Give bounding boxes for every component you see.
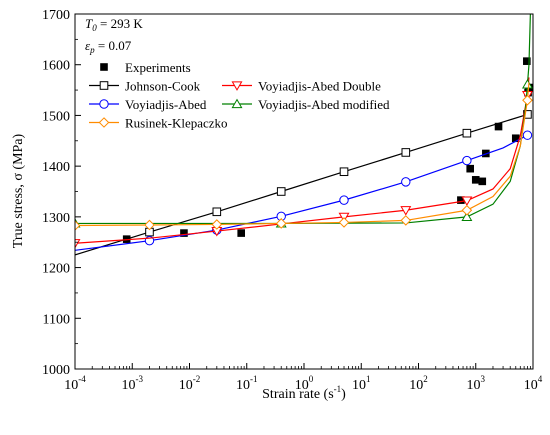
voyiadjis-abed-modified-marker bbox=[521, 78, 533, 89]
experiment-point bbox=[511, 134, 520, 143]
annotation-layer: T0 = 293 K εp = 0.07 bbox=[85, 16, 143, 55]
legend: Experiments Johnson-Cook Voyiadjis-Abed Do… bbox=[89, 60, 390, 131]
legend-label: Voyiadjis-Abed modified bbox=[258, 97, 390, 112]
experiment-point bbox=[471, 176, 480, 184]
johnson-cook-marker bbox=[462, 128, 472, 138]
temperature-annotation: T0 = 293 K bbox=[85, 16, 143, 33]
johnson-cook-marker bbox=[276, 187, 286, 196]
rusinek-klepaczko-marker bbox=[211, 219, 223, 230]
ticks-layer: 10-4 10-3 10-2 10-1 100 101 102 103 104 1000 1100 1… bbox=[42, 8, 543, 393]
y-tick-label: 1700 bbox=[42, 8, 70, 23]
voyiadjis-abed-marker bbox=[401, 177, 411, 187]
johnson-cook-line bbox=[75, 113, 528, 256]
legend-entry-voyiadjis-abed: Voyiadjis-Abed bbox=[89, 97, 207, 112]
x-tick-label: 10-2 bbox=[179, 374, 201, 393]
experiment-point bbox=[237, 229, 246, 237]
voyiadjis-abed-marker bbox=[462, 155, 472, 166]
johnson-cook-marker bbox=[212, 207, 222, 217]
legend-marker bbox=[231, 98, 243, 109]
experiment-point bbox=[457, 196, 465, 204]
voyiadjis-abed-double-marker bbox=[75, 239, 81, 249]
voyiadjis-abed-modified-marker bbox=[461, 211, 473, 221]
rusinek-klepaczko-marker bbox=[338, 217, 350, 228]
legend-label: Voyiadjis-Abed Double bbox=[258, 79, 381, 94]
legend-label: Voyiadjis-Abed bbox=[125, 97, 207, 112]
voyiadjis-abed-line bbox=[75, 133, 531, 251]
legend-entry-voyiadjis-abed-modified: Voyiadjis-Abed modified bbox=[222, 97, 390, 112]
legend-marker bbox=[99, 81, 109, 90]
series-rusinek-klepaczko bbox=[75, 82, 533, 231]
legend-entry-rusinek-klepaczko: Rusinek-Klepaczko bbox=[89, 116, 228, 131]
series-voyiadjis-abed bbox=[75, 130, 533, 251]
experiment-point bbox=[478, 177, 487, 186]
y-tick-label: 1500 bbox=[42, 109, 70, 124]
x-tick-label: 10-1 bbox=[236, 374, 258, 393]
voyiadjis-abed-double-line bbox=[75, 77, 530, 244]
experiment-point bbox=[180, 229, 188, 237]
experiment-point bbox=[466, 164, 475, 173]
rusinek-klepaczko-line bbox=[75, 82, 530, 227]
rusinek-klepaczko-marker bbox=[461, 204, 473, 216]
y-tick-label: 1000 bbox=[42, 363, 70, 378]
y-tick-label: 1600 bbox=[42, 59, 70, 74]
rusinek-klepaczko-marker bbox=[522, 94, 533, 106]
voyiadjis-abed-double-marker bbox=[400, 206, 412, 216]
x-tick-label: 10-3 bbox=[122, 374, 144, 393]
voyiadjis-abed-marker bbox=[522, 130, 533, 140]
rusinek-klepaczko-marker bbox=[400, 215, 412, 226]
legend-marker bbox=[98, 117, 110, 128]
rusinek-klepaczko-marker bbox=[75, 220, 81, 231]
y-axis-label: True stress, σ (MPa) bbox=[11, 133, 26, 248]
johnson-cook-marker bbox=[401, 148, 411, 157]
series-voyiadjis-abed-double bbox=[75, 77, 533, 249]
legend-label: Johnson-Cook bbox=[125, 79, 201, 94]
legend-label: Experiments bbox=[125, 60, 191, 75]
x-axis-label: Strain rate (s-1) bbox=[262, 384, 346, 402]
legend-marker bbox=[100, 63, 108, 71]
y-tick-label: 1200 bbox=[42, 262, 70, 277]
legend-entry-johnson-cook: Johnson-Cook bbox=[89, 79, 201, 94]
x-tick-label: 104 bbox=[524, 374, 543, 393]
voyiadjis-abed-marker bbox=[339, 195, 349, 205]
x-tick-label: 10-4 bbox=[64, 374, 86, 393]
legend-marker bbox=[231, 81, 243, 91]
x-tick-label: 102 bbox=[409, 374, 428, 393]
legend-entry-voyiadjis-abed-double: Voyiadjis-Abed Double bbox=[222, 79, 381, 94]
series-layer bbox=[75, 14, 533, 256]
johnson-cook-marker bbox=[339, 167, 349, 177]
voyiadjis-abed-modified-line bbox=[75, 14, 531, 225]
experiment-point bbox=[523, 57, 531, 65]
legend-entry-experiments: Experiments bbox=[100, 60, 191, 75]
voyiadjis-abed-double-marker bbox=[461, 196, 473, 207]
y-tick-label: 1300 bbox=[42, 211, 70, 226]
plastic-strain-annotation: εp = 0.07 bbox=[85, 38, 132, 55]
y-tick-label: 1100 bbox=[43, 312, 70, 327]
x-tick-label: 103 bbox=[467, 374, 486, 393]
experiment-point bbox=[494, 122, 503, 131]
series-johnson-cook bbox=[75, 110, 532, 256]
legend-marker bbox=[99, 99, 109, 109]
rusinek-klepaczko-marker bbox=[144, 219, 155, 231]
rusinek-klepaczko-marker bbox=[275, 218, 287, 229]
legend-label: Rusinek-Klepaczko bbox=[125, 116, 228, 131]
y-tick-label: 1400 bbox=[42, 160, 70, 175]
x-tick-label: 101 bbox=[352, 374, 371, 393]
x-tick-label: 100 bbox=[295, 374, 314, 393]
